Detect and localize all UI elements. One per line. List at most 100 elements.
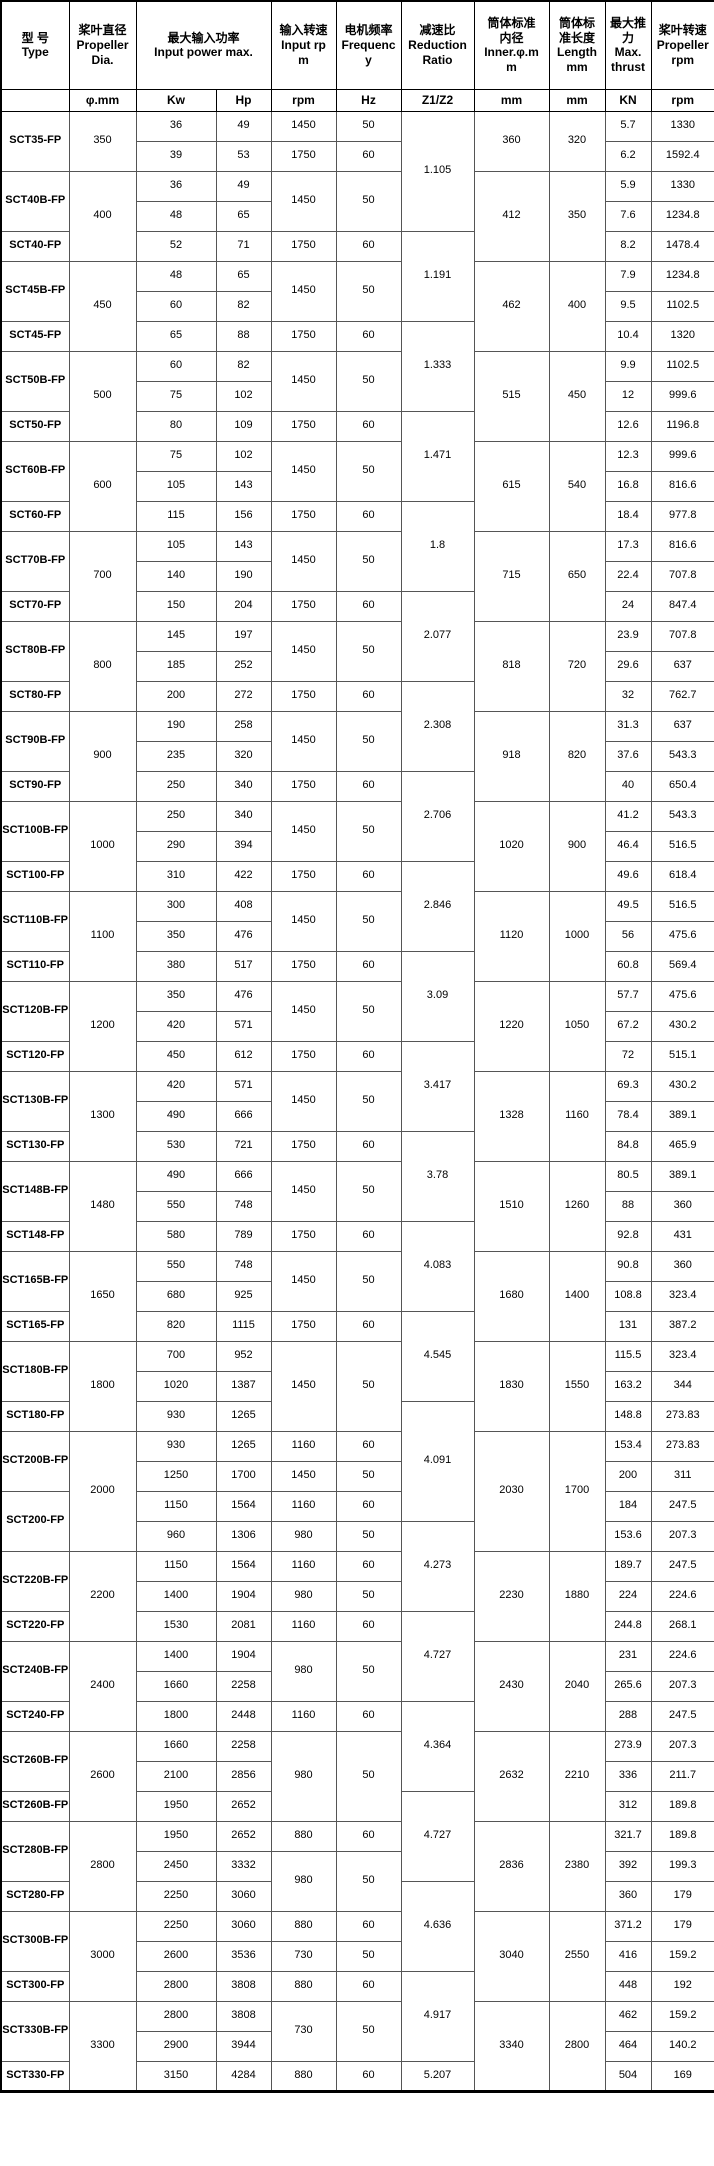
- unit-type: [0, 88, 70, 112]
- frequency-hz: 50: [335, 1250, 402, 1312]
- input-power-kw: 1660: [135, 1730, 217, 1762]
- input-power-kw: 930: [135, 1430, 217, 1462]
- input-rpm: 1450: [270, 110, 337, 142]
- input-power-hp: 65: [215, 260, 272, 292]
- max-thrust: 56: [604, 920, 652, 952]
- input-power-hp: 2448: [215, 1700, 272, 1732]
- input-power-kw: 530: [135, 1130, 217, 1162]
- table-row: SCT40B-FP 400 36 49 1450 50 412 350 5.9 1330: [0, 170, 714, 262]
- propeller-rpm: 618.4: [650, 860, 714, 892]
- input-power-kw: 350: [135, 920, 217, 952]
- frequency-hz: 60: [335, 1550, 402, 1582]
- propeller-rpm: 273.83: [650, 1400, 714, 1432]
- propeller-rpm: 650.4: [650, 770, 714, 802]
- header-len-cn2: 准长度: [558, 30, 595, 45]
- table-row: SCT300B-FP 3000 2250 3060 880 60 3040 2550 371.2…: [0, 1910, 714, 2002]
- input-power-hp: 394: [215, 830, 272, 862]
- table-row: SCT180B-FP 1800 700 952 1450 50 1830 1550 115.5 3…: [0, 1340, 714, 1432]
- header-ratio-cn: 减速比: [419, 23, 456, 38]
- input-power-hp: 476: [215, 920, 272, 952]
- inner-diameter: 1510: [473, 1160, 550, 1252]
- input-rpm: 980: [270, 1520, 337, 1552]
- input-power-kw: 2600: [135, 1940, 217, 1972]
- table-row: SCT120-FP 450 612 1750 60 3.417 72 515.1: [0, 1040, 714, 1132]
- input-rpm: 1450: [270, 170, 337, 232]
- model-name-b: SCT180B-FP: [0, 1340, 70, 1402]
- propeller-rpm: 515.1: [650, 1040, 714, 1072]
- input-power-hp: 408: [215, 890, 272, 922]
- standard-length: 400: [548, 260, 606, 352]
- frequency-hz: 50: [335, 620, 402, 682]
- max-thrust: 244.8: [604, 1610, 652, 1642]
- table-row: SCT60B-FP 600 75 102 1450 50 615 540 12.3 999.6: [0, 440, 714, 532]
- header-dia-cn: 桨叶直径: [78, 23, 127, 38]
- input-rpm: 1450: [270, 1160, 337, 1222]
- input-power-hp: 143: [215, 530, 272, 562]
- input-power-kw: 1400: [135, 1640, 217, 1672]
- inner-diameter: 615: [473, 440, 550, 532]
- max-thrust: 88: [604, 1190, 652, 1222]
- reduction-ratio: 1.105: [400, 110, 475, 232]
- table-row: SCT130B-FP 1300 420 571 1450 50 1328 1160 69.3 43…: [0, 1070, 714, 1162]
- model-name-s: SCT50-FP: [0, 410, 70, 442]
- input-power-hp: 476: [215, 980, 272, 1012]
- standard-length: 1550: [548, 1340, 606, 1432]
- input-power-kw: 185: [135, 650, 217, 682]
- input-rpm: 1750: [270, 950, 337, 982]
- input-power-kw: 1950: [135, 1820, 217, 1852]
- table-row: SCT90-FP 250 340 1750 60 2.706 40 650.4: [0, 770, 714, 862]
- propeller-rpm: 179: [650, 1910, 714, 1942]
- propeller-rpm: 516.5: [650, 830, 714, 862]
- input-power-kw: 2800: [135, 2000, 217, 2032]
- input-power-kw: 60: [135, 290, 217, 322]
- reduction-ratio: 2.846: [400, 860, 475, 952]
- model-name-b: SCT100B-FP: [0, 800, 70, 862]
- model-name-s: SCT45-FP: [0, 320, 70, 352]
- propeller-rpm: 977.8: [650, 500, 714, 532]
- input-power-hp: 748: [215, 1250, 272, 1282]
- input-rpm: 1750: [270, 680, 337, 712]
- input-rpm: 1750: [270, 1040, 337, 1072]
- max-thrust: 153.6: [604, 1520, 652, 1552]
- table-row: 75 102 12 999.6: [1, 380, 714, 412]
- table-row: SCT260B-FP 2600 1660 2258 980 50 2632 2210 273.9…: [0, 1730, 714, 1822]
- frequency-hz: 60: [335, 1040, 402, 1072]
- propeller-rpm: 224.6: [650, 1580, 714, 1612]
- propeller-rpm: 159.2: [650, 1940, 714, 1972]
- input-power-kw: 2900: [135, 2030, 217, 2062]
- frequency-hz: 50: [335, 980, 402, 1042]
- input-rpm: 880: [270, 1910, 337, 1942]
- propeller-diameter: 900: [68, 710, 137, 802]
- header-thrust-en: Max.: [614, 45, 642, 60]
- max-thrust: 67.2: [604, 1010, 652, 1042]
- frequency-hz: 60: [335, 1430, 402, 1462]
- inner-diameter: 2836: [473, 1820, 550, 1912]
- model-name-b: SCT200B-FP: [0, 1430, 70, 1492]
- standard-length: 1050: [548, 980, 606, 1072]
- input-rpm: 1450: [270, 620, 337, 682]
- input-power-kw: 3150: [135, 2060, 217, 2092]
- frequency-hz: 50: [335, 1580, 402, 1612]
- input-power-kw: 310: [135, 860, 217, 892]
- model-name-b: SCT330B-FP: [0, 2000, 70, 2062]
- model-name-s: SCT148-FP: [0, 1220, 70, 1252]
- input-power-hp: 1564: [215, 1550, 272, 1582]
- input-power-hp: 109: [215, 410, 272, 442]
- propeller-rpm: 543.3: [650, 740, 714, 772]
- max-thrust: 10.4: [604, 320, 652, 352]
- max-thrust: 12.3: [604, 440, 652, 472]
- inner-diameter: 2230: [473, 1550, 550, 1642]
- input-rpm: 1160: [270, 1430, 337, 1462]
- model-name-s: SCT280-FP: [0, 1880, 70, 1912]
- max-thrust: 231: [604, 1640, 652, 1672]
- input-power-hp: 49: [215, 170, 272, 202]
- input-power-kw: 420: [135, 1070, 217, 1102]
- input-power-hp: 612: [215, 1040, 272, 1072]
- max-thrust: 163.2: [604, 1370, 652, 1402]
- input-power-hp: 1904: [215, 1640, 272, 1672]
- input-rpm: 1450: [270, 260, 337, 322]
- input-rpm: 1750: [270, 410, 337, 442]
- propeller-diameter: 2400: [68, 1640, 137, 1732]
- header-thrust-en2: thrust: [611, 59, 645, 74]
- max-thrust: 32: [604, 680, 652, 712]
